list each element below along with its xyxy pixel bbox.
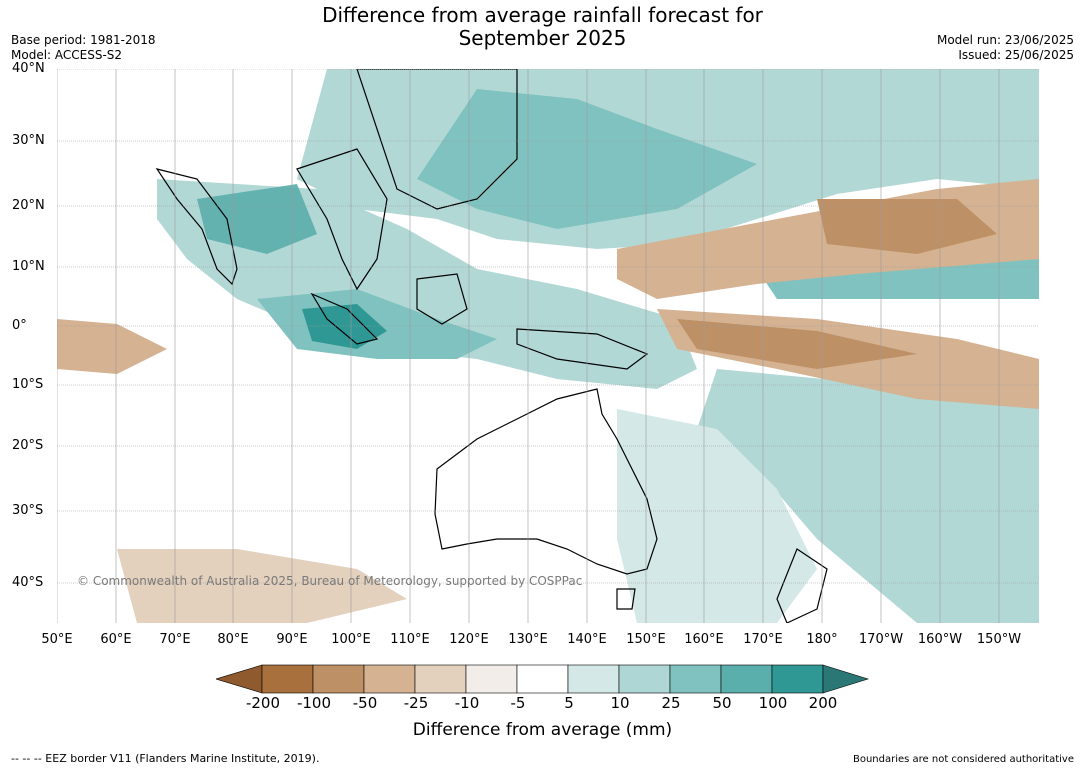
- legend-tick--10: -10: [454, 694, 480, 712]
- meridians: [57, 69, 1000, 623]
- positive-region-south-pacific: [697, 369, 1039, 623]
- negative-region-equatorial-pacific-core: [677, 319, 917, 369]
- meta-right: Model run: 23/06/2025 Issued: 25/06/2025: [937, 33, 1074, 63]
- graticule: [57, 69, 1039, 584]
- lon-label-130e: 130°E: [508, 632, 548, 647]
- legend-arrow-right: [822, 664, 870, 694]
- lon-label-180: 180°: [806, 632, 838, 647]
- legend-tick--25: -25: [403, 694, 429, 712]
- lon-label-160w: 160°W: [917, 632, 963, 647]
- positive-region-bay-of-bengal: [197, 184, 317, 254]
- model-run: Model run: 23/06/2025: [936, 33, 1074, 47]
- legend-colorbar: [216, 664, 870, 694]
- india-coastline: [155, 168, 238, 286]
- legend-tick-10: 10: [610, 694, 630, 712]
- legend-swatch--100: [312, 664, 365, 694]
- boundary-note: Boundaries are not considered authoritat…: [852, 754, 1074, 765]
- rainfall-map: [57, 69, 1039, 623]
- lon-label-70e: 70°E: [159, 632, 191, 647]
- lon-label-150e: 150°E: [626, 632, 666, 647]
- legend-tick-5: 5: [564, 694, 574, 712]
- legend-swatch-10: [618, 664, 671, 694]
- australia-coastline: [434, 388, 658, 575]
- legend-tick--100: -100: [296, 694, 332, 712]
- issued-date: Issued: 25/06/2025: [958, 48, 1074, 62]
- positive-region-maritime-max: [302, 304, 387, 349]
- eez-note: -- -- -- EEZ border V11 (Flanders Marine…: [11, 752, 320, 765]
- lon-label-80e: 80°E: [217, 632, 249, 647]
- base-period: Base period: 1981-2018: [11, 33, 156, 47]
- legend-tick--200: -200: [245, 694, 281, 712]
- lon-label-170e: 170°E: [743, 632, 783, 647]
- borneo-coastline: [416, 273, 468, 325]
- lon-label-90e: 90°E: [276, 632, 308, 647]
- lat-label-30n: 30°N: [12, 133, 45, 148]
- tasmania-coastline: [616, 588, 636, 610]
- legend-swatch-50: [720, 664, 773, 694]
- lat-label-40s: 40°S: [12, 575, 44, 590]
- map-title: Difference from average rainfall forecas…: [0, 4, 1085, 50]
- lat-label-equator: 0°: [12, 318, 27, 333]
- legend-tick-25: 25: [661, 694, 681, 712]
- legend-tick-50: 50: [712, 694, 732, 712]
- legend-title: Difference from average (mm): [412, 720, 673, 740]
- lon-label-60e: 60°E: [100, 632, 132, 647]
- lon-label-50e: 50°E: [41, 632, 73, 647]
- anomaly-shading: [57, 69, 1039, 623]
- lat-label-10s: 10°S: [12, 377, 44, 392]
- lon-label-100e: 100°E: [331, 632, 371, 647]
- negative-region-southern-ocean: [117, 549, 407, 623]
- legend-swatch--5: [516, 664, 569, 694]
- legend-tick-200: 200: [808, 694, 838, 712]
- legend-swatch-100: [771, 664, 824, 694]
- copyright-notice: © Commonwealth of Australia 2025, Bureau…: [77, 574, 583, 588]
- china-coastline: [356, 69, 518, 210]
- lat-label-10n: 10°N: [12, 259, 45, 274]
- new-guinea-coastline: [516, 328, 649, 370]
- southeast-asia-coastline: [296, 148, 388, 291]
- legend-swatch--10: [465, 664, 518, 694]
- negative-region-central-pacific-core: [817, 199, 997, 254]
- model-name: Model: ACCESS-S2: [11, 48, 123, 62]
- lon-label-110e: 110°E: [390, 632, 430, 647]
- negative-region-west-indian-ocean: [57, 319, 167, 374]
- lon-label-170w: 170°W: [858, 632, 904, 647]
- lat-label-20n: 20°N: [12, 198, 45, 213]
- lat-label-40n: 40°N: [12, 61, 45, 76]
- lon-label-150w: 150°W: [976, 632, 1022, 647]
- legend-swatch--200: [261, 664, 314, 694]
- legend-tick--50: -50: [352, 694, 378, 712]
- legend-swatch--50: [363, 664, 416, 694]
- legend-arrow-left: [216, 664, 263, 694]
- map-canvas: [57, 69, 1039, 623]
- sumatra-coastline: [310, 292, 379, 345]
- legend-swatch--25: [414, 664, 467, 694]
- lon-label-160e: 160°E: [684, 632, 724, 647]
- title-line-1: Difference from average rainfall forecas…: [322, 3, 763, 27]
- lon-label-140e: 140°E: [567, 632, 607, 647]
- title-line-2: September 2025: [458, 26, 627, 50]
- legend-tick-100: 100: [758, 694, 788, 712]
- lat-label-20s: 20°S: [12, 438, 44, 453]
- legend-swatch-25: [669, 664, 722, 694]
- lon-label-120e: 120°E: [449, 632, 489, 647]
- lat-label-30s: 30°S: [12, 503, 44, 518]
- legend-tick--5: -5: [510, 694, 526, 712]
- positive-region-southwest-pacific: [617, 409, 817, 623]
- meta-left: Base period: 1981-2018 Model: ACCESS-S2: [11, 33, 156, 63]
- legend-swatch-5: [567, 664, 620, 694]
